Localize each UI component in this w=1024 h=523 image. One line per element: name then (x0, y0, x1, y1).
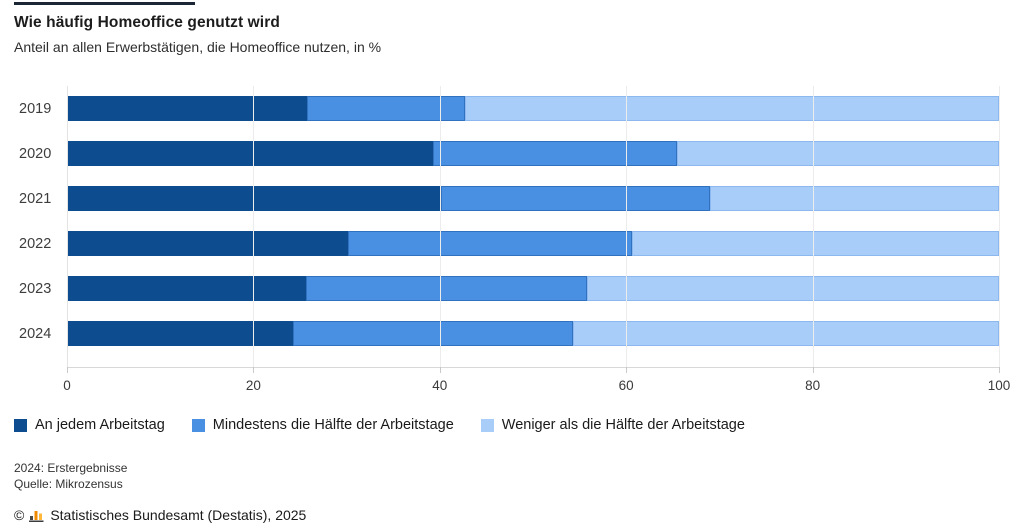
gridline-100 (999, 86, 1000, 367)
axis-tick-label-80: 80 (805, 378, 821, 393)
bar-segment[interactable] (433, 141, 677, 166)
axis-tick (812, 367, 814, 373)
bar-segment[interactable] (67, 231, 349, 256)
legend: An jedem Arbeitstag Mindestens die Hälft… (14, 417, 999, 433)
gridline-20 (253, 86, 255, 367)
footnote-preliminary-results: 2024: Erstergebnisse (14, 461, 128, 475)
bar-segment[interactable] (67, 321, 293, 346)
footnote-source: Quelle: Mikrozensus (14, 477, 123, 491)
axis-tick-label-0: 0 (63, 378, 71, 393)
axis-tick (253, 367, 255, 373)
plot-area: 2019 2020 2021 2022 2023 2024 (19, 86, 1000, 373)
legend-item-at-least-half[interactable]: Mindestens die Hälfte der Arbeitstage (191, 417, 454, 433)
bar-track (67, 231, 999, 256)
axis-tick-label-60: 60 (618, 378, 634, 393)
bar-track (67, 96, 999, 121)
x-axis-labels: 0 20 40 60 80 100 (63, 376, 1010, 400)
chart-row-2021: 2021 (19, 176, 999, 221)
gridline-0 (67, 86, 68, 367)
bar-segment[interactable] (67, 276, 306, 301)
bar-segment[interactable] (587, 276, 999, 301)
bar-segment[interactable] (440, 186, 711, 211)
legend-swatch-dark-blue (14, 418, 27, 432)
bar-track (67, 276, 999, 301)
destatis-bars-icon (29, 510, 44, 522)
chart-row-2022: 2022 (19, 221, 999, 266)
year-label: 2022 (19, 235, 52, 252)
axis-tick-label-40: 40 (432, 378, 448, 393)
stacked-bar-chart: 2019 2020 2021 2022 2023 2024 0 20 40 60 80 100 (14, 86, 1010, 400)
bar-segment[interactable] (464, 96, 999, 121)
bar-segment[interactable] (631, 231, 999, 256)
bar-segment[interactable] (292, 321, 574, 346)
top-accent-rule (14, 2, 195, 5)
bar-segment[interactable] (67, 141, 434, 166)
copyright-line: © Statistisches Bundesamt (Destatis), 20… (14, 507, 999, 523)
year-label: 2023 (19, 280, 52, 297)
gridline-60 (626, 86, 628, 367)
legend-item-every-workday[interactable]: An jedem Arbeitstag (14, 417, 165, 433)
bar-segment[interactable] (710, 186, 999, 211)
chart-subtitle: Anteil an allen Erwerbstätigen, die Home… (14, 39, 382, 55)
axis-tick (999, 367, 1000, 373)
footnotes: 2024: Erstergebnisse Quelle: Mikrozensus (14, 460, 999, 492)
legend-label: Mindestens die Hälfte der Arbeitstage (212, 417, 454, 433)
copyright-symbol: © (14, 507, 25, 523)
axis-tick (626, 367, 628, 373)
axis-tick-label-20: 20 (245, 378, 261, 393)
bar-track (67, 321, 999, 346)
legend-label: Weniger als die Hälfte der Arbeitstage (501, 417, 745, 433)
bar-segment[interactable] (348, 231, 632, 256)
chart-title: Wie häufig Homeoffice genutzt wird (14, 14, 280, 31)
legend-label: An jedem Arbeitstag (35, 417, 165, 433)
bar-rows: 2019 2020 2021 2022 2023 2024 (19, 86, 999, 356)
bar-segment[interactable] (305, 276, 588, 301)
chart-row-2019: 2019 (19, 86, 999, 131)
legend-item-less-than-half[interactable]: Weniger als die Hälfte der Arbeitstage (480, 417, 745, 433)
legend-swatch-light-blue (480, 418, 494, 432)
axis-tick (67, 367, 68, 373)
bar-segment[interactable] (307, 96, 465, 121)
bar-track (67, 186, 999, 211)
chart-row-2020: 2020 (19, 131, 999, 176)
chart-row-2024: 2024 (19, 311, 999, 356)
gridline-80 (812, 86, 814, 367)
year-label: 2021 (19, 190, 52, 207)
copyright-text: Statistisches Bundesamt (Destatis), 2025 (50, 507, 307, 523)
year-label: 2019 (19, 100, 52, 117)
bar-segment[interactable] (676, 141, 999, 166)
legend-swatch-medium-blue (191, 418, 205, 432)
year-label: 2024 (19, 325, 52, 342)
bar-segment[interactable] (67, 96, 308, 121)
bar-segment[interactable] (573, 321, 999, 346)
gridline-40 (439, 86, 441, 367)
axis-tick-label-100: 100 (987, 378, 1011, 393)
chart-row-2023: 2023 (19, 266, 999, 311)
axis-tick (439, 367, 441, 373)
bar-track (67, 141, 999, 166)
year-label: 2020 (19, 145, 52, 162)
